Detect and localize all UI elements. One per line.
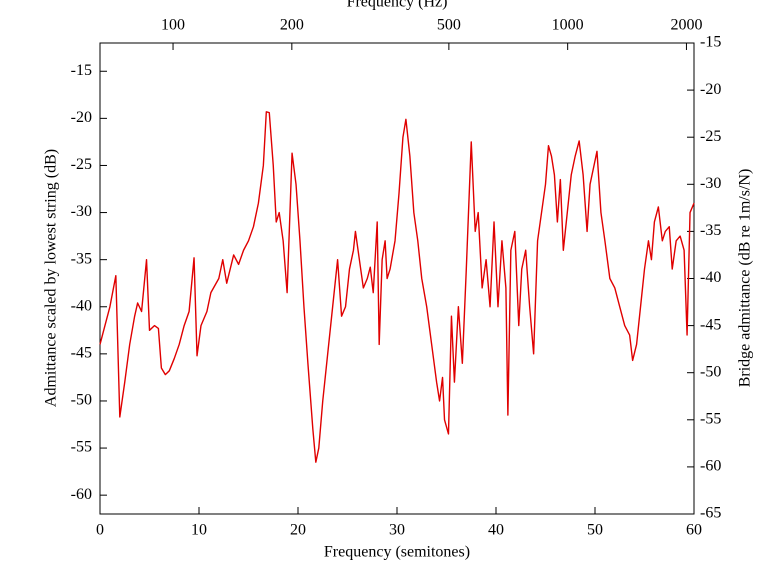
y-tick-label: -35 xyxy=(71,250,92,267)
y2-tick-label: -15 xyxy=(700,34,721,51)
y-tick-label: -40 xyxy=(71,297,92,314)
y2-tick-label: -35 xyxy=(700,222,721,239)
x2-tick-label: 1000 xyxy=(552,17,584,34)
x-tick-label: 30 xyxy=(389,522,405,539)
y-tick-label: -55 xyxy=(71,439,92,456)
x-tick-label: 0 xyxy=(96,522,104,539)
x2-tick-label: 200 xyxy=(280,17,304,34)
x2-axis-label: Frequency (Hz) xyxy=(347,0,448,11)
y-tick-label: -30 xyxy=(71,203,92,220)
plot-frame xyxy=(99,42,695,515)
x-axis-label: Frequency (semitones) xyxy=(324,544,470,561)
y2-tick-label: -60 xyxy=(700,458,721,475)
x2-tick-label: 100 xyxy=(161,17,185,34)
y2-tick-label: -30 xyxy=(700,175,721,192)
y-tick-label: -20 xyxy=(71,109,92,126)
x-tick-label: 40 xyxy=(488,522,504,539)
y2-tick-label: -50 xyxy=(700,363,721,380)
y2-tick-label: -55 xyxy=(700,410,721,427)
y2-tick-label: -25 xyxy=(700,128,721,145)
y-tick-label: -15 xyxy=(71,62,92,79)
y2-tick-label: -20 xyxy=(700,81,721,98)
y2-tick-label: -65 xyxy=(700,505,721,522)
y-axis-label: Admittance scaled by lowest string (dB) xyxy=(43,149,60,407)
y2-tick-label: -40 xyxy=(700,269,721,286)
y2-tick-label: -45 xyxy=(700,316,721,333)
y-tick-label: -50 xyxy=(71,392,92,409)
x-tick-label: 20 xyxy=(290,522,306,539)
y-tick-label: -45 xyxy=(71,345,92,362)
y-tick-label: -60 xyxy=(71,486,92,503)
y-tick-label: -25 xyxy=(71,156,92,173)
x2-tick-label: 2000 xyxy=(670,17,702,34)
x2-tick-label: 500 xyxy=(437,17,461,34)
x-tick-label: 50 xyxy=(587,522,603,539)
x-tick-label: 10 xyxy=(191,522,207,539)
y2-axis-label: Bridge admittance (dB re 1m/s/N) xyxy=(737,169,754,388)
data-line xyxy=(99,111,695,463)
x-tick-label: 60 xyxy=(686,522,702,539)
